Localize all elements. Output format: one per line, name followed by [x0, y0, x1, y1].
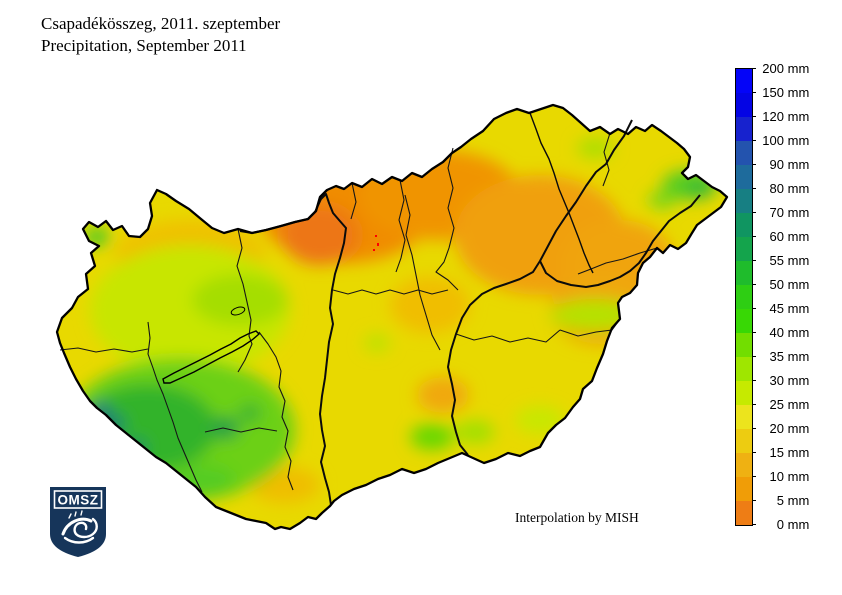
legend-label: 150 mm	[762, 84, 810, 100]
legend-color-segment	[736, 309, 752, 333]
legend-tick	[752, 259, 756, 261]
legend-color-segment	[736, 189, 752, 213]
legend-tick	[752, 499, 756, 501]
legend-tick	[752, 211, 756, 213]
legend-tick	[752, 91, 756, 93]
legend-color-segment	[736, 141, 752, 165]
legend-color-segment	[736, 93, 752, 117]
precipitation-shading	[57, 105, 727, 529]
legend-label: 200 mm	[762, 60, 810, 76]
legend-tick	[752, 355, 756, 357]
legend-label: 40 mm	[769, 324, 810, 340]
legend-tick	[752, 283, 756, 285]
hungary-outline	[55, 103, 729, 531]
tisza-river	[447, 119, 633, 456]
legend-tick	[752, 67, 756, 69]
legend-tick	[752, 379, 756, 381]
legend-label: 25 mm	[769, 396, 810, 412]
page-title: Csapadékösszeg, 2011. szeptember Precipi…	[41, 13, 280, 57]
attribution-text: Interpolation by MISH	[515, 510, 639, 525]
legend-tick	[752, 331, 756, 333]
legend-tick	[752, 523, 756, 525]
legend-label: 0 mm	[776, 516, 810, 532]
legend-tick	[752, 475, 756, 477]
legend-tick	[752, 427, 756, 429]
legend-label: 10 mm	[769, 468, 810, 484]
legend-label: 35 mm	[769, 348, 810, 364]
lake-velence	[230, 306, 246, 316]
legend-label: 55 mm	[769, 252, 810, 268]
legend-color-segment	[736, 237, 752, 261]
legend-label: 15 mm	[769, 444, 810, 460]
legend-color-segment	[736, 165, 752, 189]
sajo-river	[529, 112, 594, 274]
legend-color-segment	[736, 117, 752, 141]
legend-color-segment	[736, 285, 752, 309]
legend-label: 100 mm	[762, 132, 810, 148]
legend-color-segment	[736, 429, 752, 453]
title-line-hungarian: Csapadékösszeg, 2011. szeptember	[41, 14, 281, 33]
legend-label: 120 mm	[762, 108, 810, 124]
legend-color-segment	[736, 477, 752, 501]
wave-emblem-icon	[61, 510, 98, 544]
legend-tick	[752, 235, 756, 237]
upper-tisza-branch	[539, 194, 701, 288]
legend-tick	[752, 187, 756, 189]
lake-balaton	[162, 330, 261, 384]
logo-text: OMSZ	[58, 493, 99, 508]
omsz-logo: OMSZ	[50, 487, 106, 557]
legend-tick	[752, 115, 756, 117]
red-extreme-spots	[373, 235, 379, 251]
legend-label: 45 mm	[769, 300, 810, 316]
legend-label: 20 mm	[769, 420, 810, 436]
title-line-english: Precipitation, September 2011	[41, 36, 247, 55]
legend-color-segment	[736, 333, 752, 357]
legend-tick	[752, 139, 756, 141]
legend-color-segment	[736, 261, 752, 285]
legend-tick	[752, 403, 756, 405]
legend-color-segment	[736, 357, 752, 381]
legend-color-segment	[736, 381, 752, 405]
legend-label: 50 mm	[769, 276, 810, 292]
legend-label: 5 mm	[776, 492, 810, 508]
legend-color-segment	[736, 501, 752, 525]
legend-label: 30 mm	[769, 372, 810, 388]
legend-tick	[752, 307, 756, 309]
legend-color-segment	[736, 405, 752, 429]
legend-colorbar	[735, 68, 753, 526]
legend-color-segment	[736, 213, 752, 237]
legend-color-segment	[736, 69, 752, 93]
legend-tick	[752, 163, 756, 165]
legend-label: 90 mm	[769, 156, 810, 172]
legend-label: 70 mm	[769, 204, 810, 220]
legend-label: 60 mm	[769, 228, 810, 244]
legend-label: 80 mm	[769, 180, 810, 196]
legend-tick	[752, 451, 756, 453]
county-borders	[59, 132, 658, 493]
legend-color-segment	[736, 453, 752, 477]
